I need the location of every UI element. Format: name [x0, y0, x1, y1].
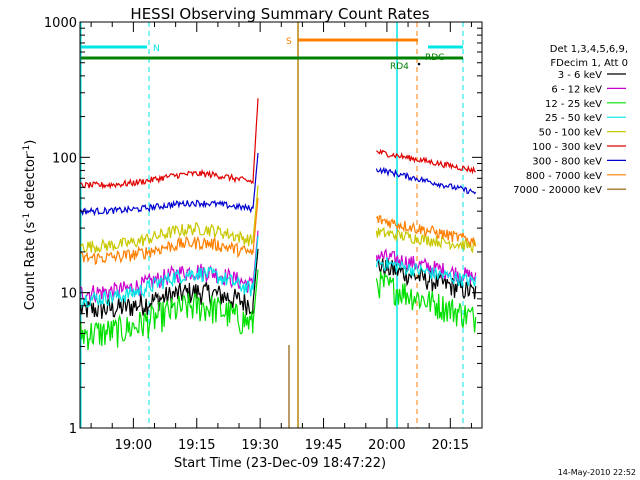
series-7-post	[375, 215, 477, 247]
x-tick-label: 19:45	[305, 438, 342, 453]
y-tick-label: 1	[69, 422, 77, 437]
plot-frame	[79, 21, 483, 429]
legend-label: 7000 - 20000 keV	[513, 185, 602, 196]
flag-dot	[417, 62, 421, 66]
legend-header: Det 1,3,4,5,6,9,	[550, 44, 628, 55]
flag-label-s: S	[286, 37, 292, 47]
y-axis-label: Count Rate (s-1 detector-1)	[22, 140, 38, 311]
flag-label-n: N	[153, 44, 160, 54]
x-tick-label: 20:00	[368, 438, 405, 453]
y-tick-label: 1000	[44, 16, 77, 31]
series-4-post	[375, 226, 477, 254]
plot-area: N S RD4 RDC	[80, 22, 477, 428]
series-4-pre	[80, 185, 259, 253]
y-tick-label: 10	[60, 287, 77, 302]
x-tick-label: 19:15	[178, 438, 215, 453]
legend-label: 6 - 12 keV	[551, 84, 602, 95]
series-1-pre	[80, 230, 259, 304]
legend-header: FDecim 1, Att 0	[550, 58, 628, 69]
legend: Det 1,3,4,5,6,9, FDecim 1, Att 03 - 6 keV…	[513, 44, 628, 196]
legend-label: 300 - 800 keV	[532, 156, 602, 167]
y-tick-label: 100	[52, 151, 77, 166]
legend-label: 50 - 100 keV	[539, 128, 603, 139]
series-0-pre	[80, 248, 259, 319]
legend-label: 800 - 7000 keV	[526, 171, 602, 182]
y-axis: 1 10 100 1000	[44, 16, 482, 437]
series-3-pre	[80, 235, 259, 308]
series-3-post	[375, 257, 477, 287]
series-5-pre	[80, 98, 259, 190]
x-axis-label: Start Time (23-Dec-09 18:47:22)	[174, 456, 386, 471]
legend-label: 3 - 6 keV	[558, 70, 602, 81]
flag-label-rdc: RDC	[425, 53, 444, 63]
legend-label: 25 - 50 keV	[545, 113, 602, 124]
timestamp: 14-May-2010 22:52	[558, 468, 636, 477]
x-tick-label: 19:00	[115, 438, 152, 453]
series-7-pre	[80, 197, 259, 266]
series-6-post	[375, 166, 477, 195]
legend-label: 12 - 25 keV	[545, 99, 602, 110]
series-2-post	[375, 271, 477, 333]
flag-label-rd4: RD4	[390, 62, 409, 72]
series-5-post	[376, 148, 476, 175]
series-6-pre	[80, 152, 259, 217]
legend-label: 100 - 300 keV	[532, 142, 602, 153]
chart-title: HESSI Observing Summary Count Rates	[130, 5, 429, 23]
x-tick-label: 20:15	[432, 438, 469, 453]
series-2-pre	[80, 269, 259, 351]
x-tick-label: 19:30	[241, 438, 278, 453]
x-axis: 19:00 19:15 19:30 19:45 20:00 20:15	[90, 22, 472, 453]
